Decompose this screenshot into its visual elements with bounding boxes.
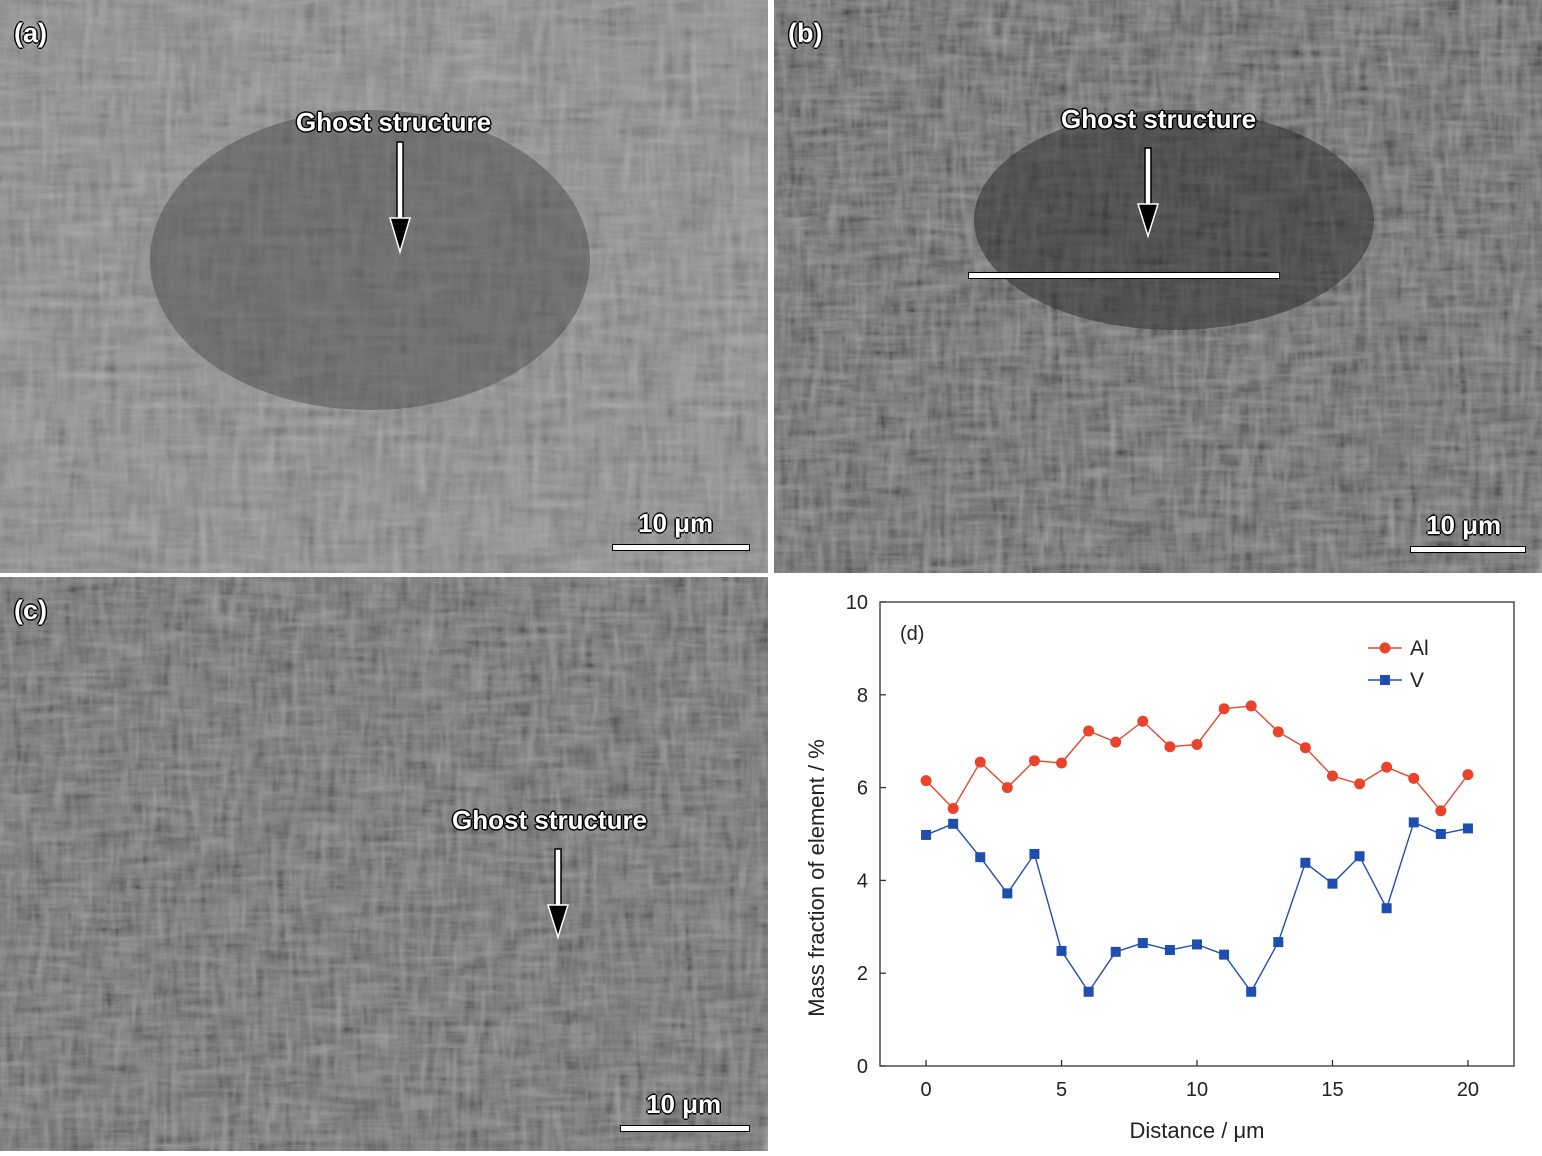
data-point-al bbox=[1299, 742, 1311, 754]
data-point-al bbox=[1191, 738, 1203, 750]
data-point-al bbox=[1326, 770, 1338, 782]
ghost-structure-label-a: Ghost structure bbox=[296, 107, 492, 137]
x-tick-label: 5 bbox=[1056, 1079, 1067, 1101]
y-tick-label: 2 bbox=[857, 963, 868, 985]
data-point-v bbox=[921, 829, 932, 840]
sem-panel-a: (a) Ghost structure 10 μm bbox=[0, 0, 768, 573]
scale-bar-label-a: 10 μm bbox=[638, 508, 714, 538]
data-point-v bbox=[1002, 888, 1013, 899]
data-point-v bbox=[1300, 857, 1311, 868]
data-point-al bbox=[1028, 755, 1040, 767]
y-tick-label: 6 bbox=[857, 778, 868, 800]
data-point-v bbox=[1408, 817, 1419, 828]
scale-bar-c bbox=[620, 1125, 750, 1132]
data-point-v bbox=[1219, 949, 1230, 960]
data-point-v bbox=[1137, 938, 1148, 949]
data-point-al bbox=[1381, 761, 1393, 773]
data-point-v bbox=[1056, 945, 1067, 956]
data-point-v bbox=[1164, 945, 1175, 955]
data-point-al bbox=[1435, 805, 1447, 817]
legend-marker-v bbox=[1380, 675, 1390, 685]
data-point-v bbox=[1381, 903, 1392, 914]
x-tick-label: 15 bbox=[1321, 1079, 1343, 1101]
ghost-structure-label-b: Ghost structure bbox=[1061, 104, 1257, 134]
data-point-al bbox=[1245, 700, 1257, 712]
x-tick-label: 0 bbox=[920, 1079, 931, 1101]
data-point-v bbox=[1462, 823, 1473, 834]
data-point-v bbox=[1192, 939, 1202, 950]
x-tick-label: 10 bbox=[1186, 1079, 1208, 1101]
legend-marker-al bbox=[1379, 642, 1391, 654]
y-tick-label: 10 bbox=[846, 592, 868, 614]
scale-bar-a bbox=[612, 544, 750, 551]
panel-label-a: (a) bbox=[14, 18, 47, 48]
y-tick-label: 0 bbox=[857, 1056, 868, 1078]
arrow-down-icon bbox=[546, 848, 570, 940]
data-point-v bbox=[1110, 946, 1121, 957]
sem-panel-b: (b) Ghost structure 10 μm bbox=[774, 0, 1542, 573]
data-point-v bbox=[1354, 851, 1365, 862]
sem-image-b bbox=[774, 0, 1542, 573]
data-point-v bbox=[1273, 937, 1284, 948]
x-axis-label: Distance / μm bbox=[1130, 1118, 1265, 1143]
chart-panel-d: 0 5 10 15 20 0 2 4 6 8 10 Al V (d) Distance / μm Ma… bbox=[772, 576, 1542, 1151]
data-point-al bbox=[1056, 757, 1068, 769]
data-point-v bbox=[1435, 829, 1446, 839]
data-point-v bbox=[1083, 986, 1094, 997]
line-chart: 0 5 10 15 20 0 2 4 6 8 10 Al V (d) Distance / μm Ma… bbox=[804, 592, 1515, 1143]
scale-bar-label-c: 10 μm bbox=[646, 1089, 722, 1119]
arrow-down-icon bbox=[1136, 147, 1160, 239]
panel-label-c: (c) bbox=[14, 595, 47, 625]
scale-bar-b bbox=[1410, 546, 1526, 553]
legend-label-al: Al bbox=[1410, 637, 1429, 660]
data-point-al bbox=[1462, 769, 1474, 781]
line-scan-path bbox=[968, 272, 1280, 279]
data-point-al bbox=[1408, 772, 1420, 784]
data-point-al bbox=[974, 756, 986, 768]
y-axis-label: Mass fraction of element / % bbox=[804, 739, 829, 1017]
y-tick-label: 8 bbox=[857, 685, 868, 707]
scale-bar-label-b: 10 μm bbox=[1426, 510, 1502, 540]
data-point-al bbox=[1083, 725, 1095, 737]
data-point-al bbox=[1354, 778, 1366, 790]
arrow-down-icon bbox=[388, 141, 412, 255]
panel-label-b: (b) bbox=[788, 18, 823, 48]
sem-image-c bbox=[0, 577, 768, 1151]
legend-label-v: V bbox=[1410, 669, 1424, 692]
data-point-al bbox=[947, 802, 959, 814]
sem-panel-c: (c) Ghost structure 10 μm bbox=[0, 577, 768, 1151]
data-point-v bbox=[1327, 878, 1338, 889]
data-point-al bbox=[1110, 736, 1122, 748]
data-point-al bbox=[1137, 715, 1149, 727]
chart-panel-label: (d) bbox=[900, 623, 924, 645]
series-line-al bbox=[925, 705, 1469, 812]
data-point-al bbox=[1164, 741, 1176, 753]
sem-image-a bbox=[0, 0, 768, 573]
x-tick-label: 20 bbox=[1457, 1079, 1479, 1101]
data-point-al bbox=[920, 775, 932, 787]
data-point-v bbox=[975, 852, 986, 863]
data-point-v bbox=[1029, 848, 1040, 859]
ghost-structure-label-c: Ghost structure bbox=[452, 805, 648, 835]
data-point-v bbox=[1246, 986, 1257, 997]
data-point-al bbox=[1272, 726, 1284, 738]
data-point-al bbox=[1218, 703, 1230, 715]
y-tick-label: 4 bbox=[857, 870, 868, 892]
data-point-v bbox=[948, 818, 959, 829]
data-point-al bbox=[1001, 782, 1013, 794]
